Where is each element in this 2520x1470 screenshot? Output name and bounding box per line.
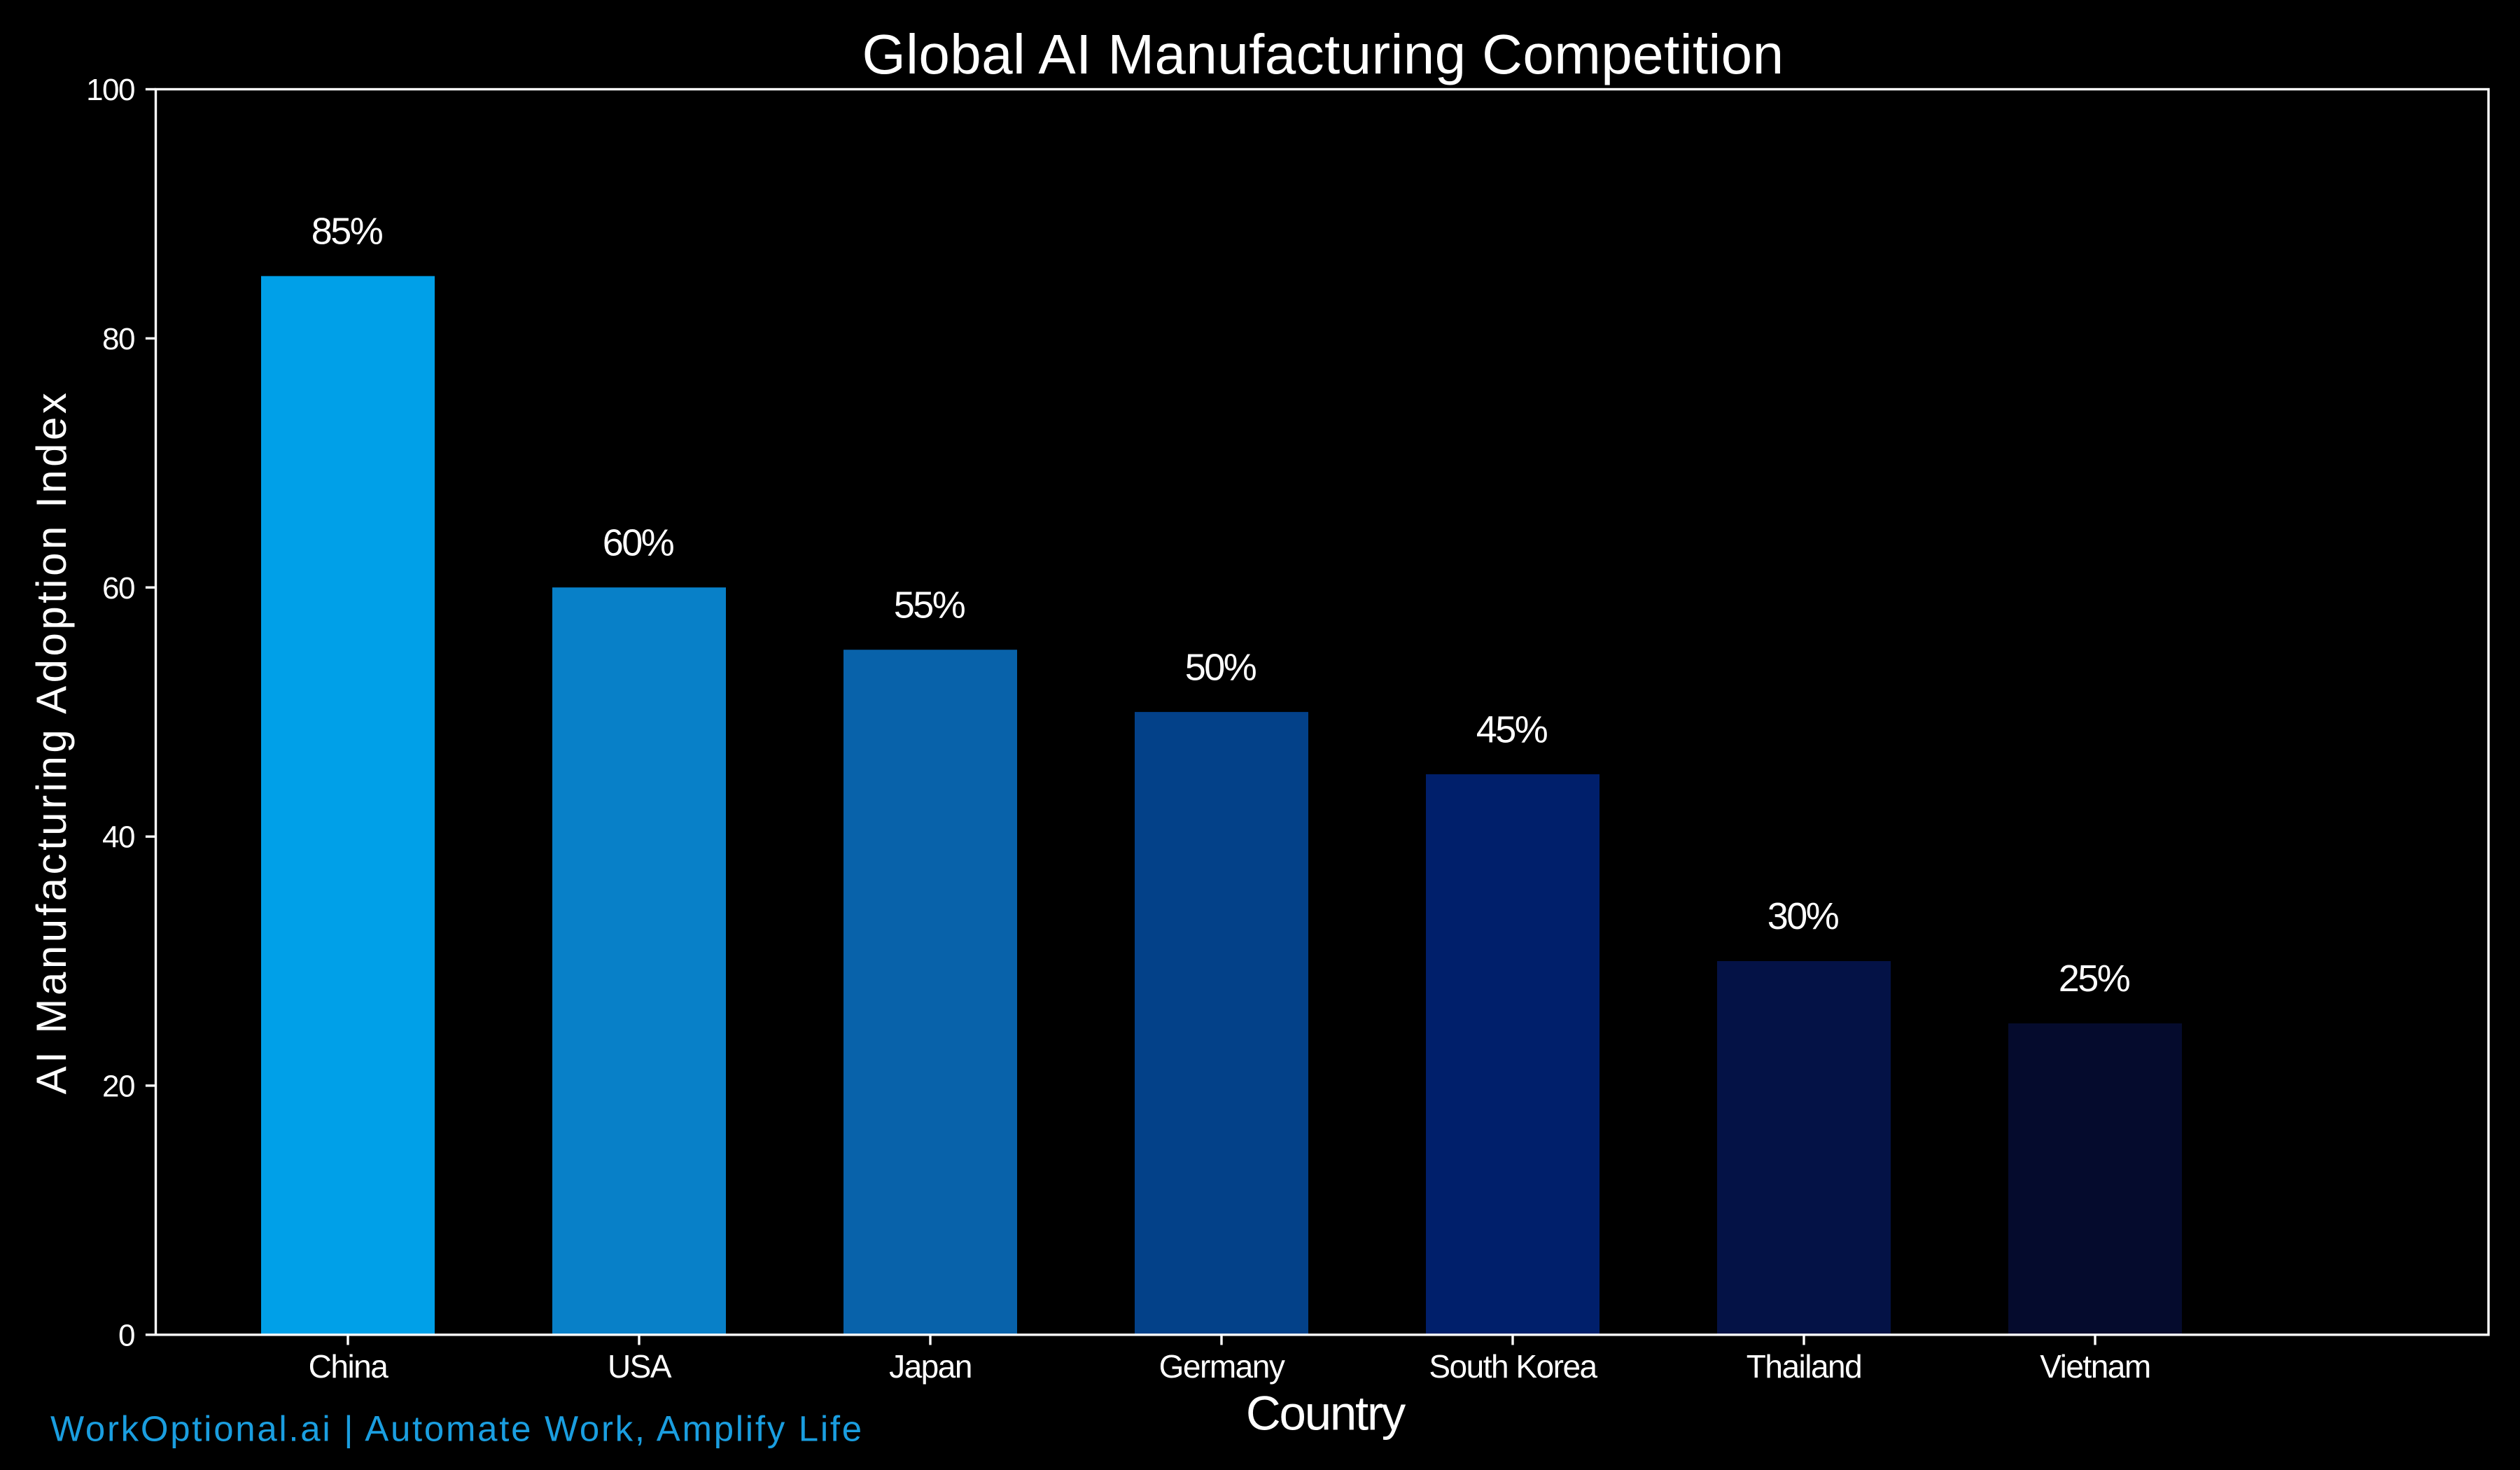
svg-text:80: 80 (102, 322, 134, 356)
svg-text:30%: 30% (1768, 895, 1839, 937)
svg-text:60%: 60% (603, 522, 674, 564)
svg-text:45%: 45% (1476, 708, 1548, 750)
svg-text:Thailand: Thailand (1746, 1348, 1861, 1385)
svg-text:Germany: Germany (1159, 1348, 1285, 1385)
svg-text:Vietnam: Vietnam (2040, 1348, 2150, 1385)
svg-text:50%: 50% (1185, 646, 1256, 688)
svg-text:55%: 55% (894, 584, 965, 626)
svg-text:0: 0 (118, 1318, 134, 1352)
svg-text:25%: 25% (2059, 958, 2130, 1000)
svg-text:85%: 85% (312, 211, 383, 253)
svg-text:AI Manufacturing Adoption Inde: AI Manufacturing Adoption Index (28, 390, 75, 1095)
svg-text:South Korea: South Korea (1429, 1348, 1597, 1385)
svg-text:Japan: Japan (889, 1348, 972, 1385)
svg-text:100: 100 (86, 73, 134, 107)
svg-text:40: 40 (102, 820, 134, 855)
svg-text:20: 20 (102, 1070, 134, 1104)
svg-text:USA: USA (608, 1348, 672, 1385)
svg-text:60: 60 (102, 571, 134, 606)
svg-text:WorkOptional.ai | Automate Wor: WorkOptional.ai | Automate Work, Amplify… (50, 1409, 864, 1449)
svg-text:Global AI Manufacturing Compet: Global AI Manufacturing Competition (862, 23, 1784, 85)
svg-text:China: China (309, 1348, 389, 1385)
svg-text:Country: Country (1246, 1387, 1406, 1441)
